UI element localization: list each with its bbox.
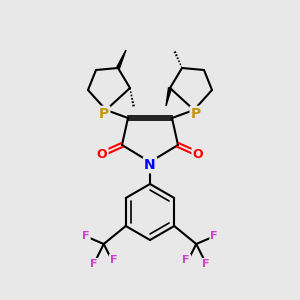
Text: P: P bbox=[99, 107, 109, 121]
Text: F: F bbox=[90, 259, 98, 269]
Text: O: O bbox=[193, 148, 203, 161]
Text: F: F bbox=[211, 231, 218, 241]
Text: F: F bbox=[182, 255, 190, 265]
Text: F: F bbox=[202, 259, 210, 269]
Text: P: P bbox=[191, 107, 201, 121]
Polygon shape bbox=[166, 88, 172, 106]
Text: F: F bbox=[110, 255, 118, 265]
Text: O: O bbox=[97, 148, 107, 161]
Text: N: N bbox=[144, 158, 156, 172]
Text: F: F bbox=[82, 231, 89, 241]
Polygon shape bbox=[117, 50, 126, 69]
